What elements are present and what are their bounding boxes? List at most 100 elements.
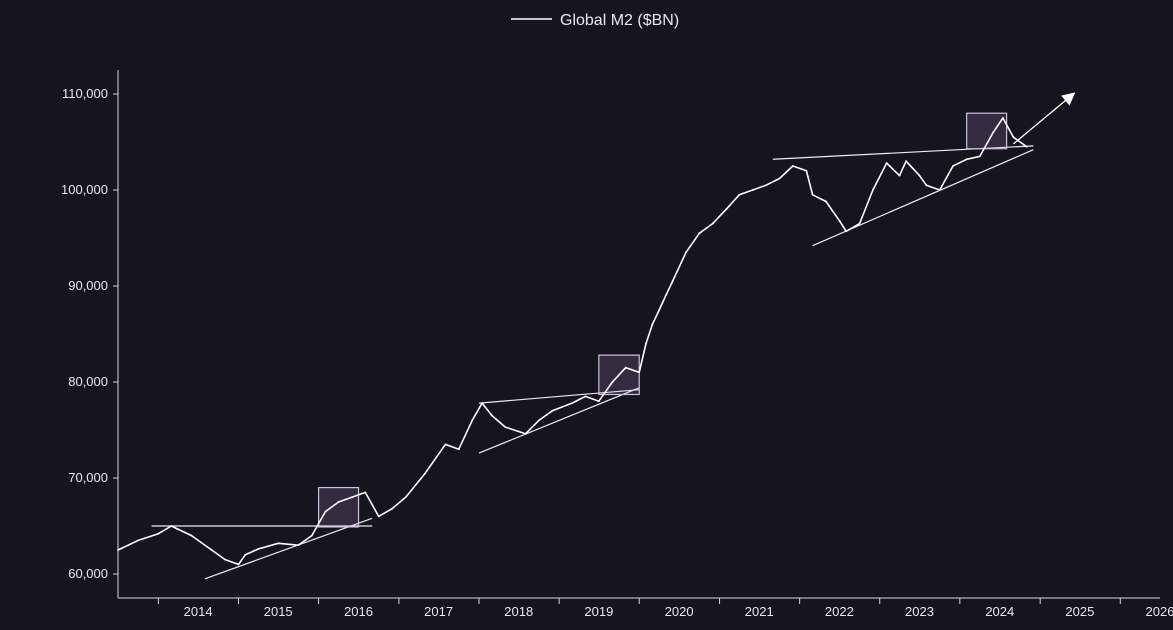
x-tick-label: 2019 [584,604,613,619]
data-point [978,155,981,158]
annotations [151,92,1076,580]
legend: Global M2 ($BN) [511,12,679,29]
data-point [1001,117,1004,119]
data-point [838,219,841,222]
data-point [952,165,954,167]
data-point [224,558,226,561]
data-point [424,472,427,475]
axes: 60,000 70,000 80,000 90,000 100,000 110,000 20… [61,70,1173,619]
data-point [571,402,573,405]
data-point [965,158,968,161]
y-tick-label: 70,000 [68,470,108,485]
data-point [444,443,447,446]
data-point [404,496,407,499]
x-tick-label: 2015 [264,604,293,619]
data-point [791,165,794,167]
highlight-box [317,487,360,528]
data-point [391,507,394,510]
data-point [918,174,921,177]
data-point [905,160,907,163]
x-tick-label: 2026 [1146,604,1173,619]
data-point [504,426,507,429]
data-point [257,548,260,550]
x-tick-label: 2022 [825,604,854,619]
resistance-trendline [478,389,640,404]
data-point [337,501,340,503]
data-point [190,534,193,537]
y-tick-label: 110,000 [62,86,108,101]
data-point [658,309,661,311]
data-point [137,539,140,542]
data-point [698,232,701,235]
data-point [805,169,808,172]
data-point [244,553,247,556]
data-point [210,549,213,551]
data-point [898,174,901,177]
x-tick-label: 2014 [184,604,213,619]
y-tick-label: 100,000 [61,182,108,197]
support-trendline [204,517,373,580]
legend-label: Global M2 ($BN) [560,12,679,29]
data-point [725,208,728,211]
data-point [584,395,587,398]
resistance-trendline [772,145,1034,160]
data-point [711,222,714,225]
data-point [538,419,540,422]
data-point [277,542,280,545]
x-tick-label: 2025 [1065,604,1094,619]
data-point [364,491,367,494]
data-point [664,294,667,297]
support-trendline [478,387,640,454]
data-point [825,200,827,203]
data-point [491,414,493,417]
data-point [310,534,313,537]
data-point [551,409,554,412]
data-point [471,419,474,422]
data-point [157,532,160,535]
data-point [597,400,600,403]
x-tick-label: 2018 [504,604,533,619]
x-tick-label: 2017 [424,604,453,619]
data-point [925,184,928,187]
data-point [481,402,483,405]
data-point [651,323,654,326]
data-point [885,162,888,165]
data-point [351,496,353,499]
series-line [117,117,1028,566]
data-point [117,549,119,551]
data-point [845,230,848,233]
y-tick-label: 90,000 [68,278,108,293]
data-point [751,189,754,191]
data-point [170,525,173,527]
data-point [671,280,674,283]
data-point [524,432,527,435]
x-tick-label: 2021 [745,604,774,619]
data-point [611,381,614,383]
data-point [811,193,814,196]
series [117,117,1028,566]
y-tick-label: 60,000 [68,566,108,581]
data-point [858,222,861,225]
x-tick-label: 2024 [985,604,1014,619]
data-point [992,131,995,134]
data-point [297,544,300,547]
data-point [1025,145,1028,148]
data-point [324,510,327,513]
x-tick-label: 2016 [344,604,373,619]
trend-arrow [1012,92,1076,145]
data-point [624,366,627,369]
data-point [765,184,767,187]
data-point [377,515,380,518]
data-point [685,251,687,254]
data-point [738,193,741,196]
data-point [938,189,941,191]
data-point [237,563,240,566]
y-tick-label: 80,000 [68,374,108,389]
data-point [872,189,874,191]
data-point [638,371,641,374]
data-point [1012,136,1015,139]
data-point [457,448,460,451]
data-point [778,177,781,180]
